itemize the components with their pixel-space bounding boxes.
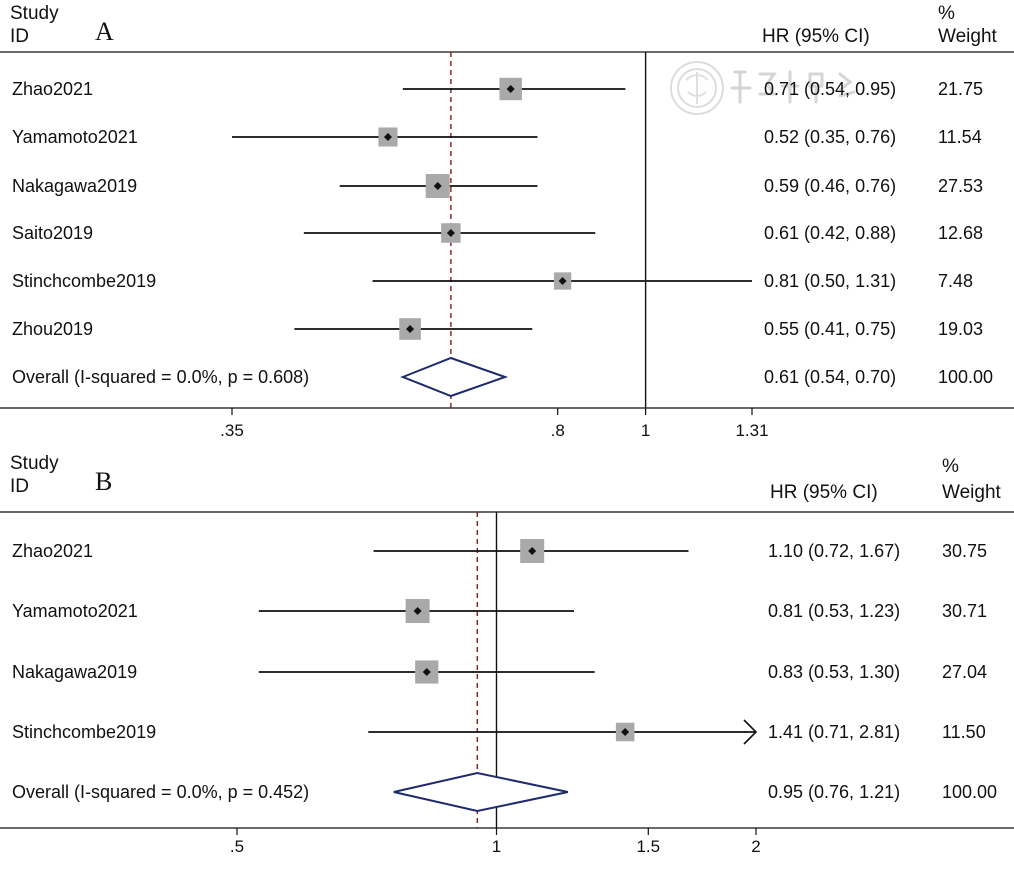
hr-header-b: HR (95% CI) <box>770 482 878 503</box>
weight-value: 12.68 <box>938 223 983 243</box>
x-tick-label: 1 <box>641 421 650 440</box>
panel-letter-a: A <box>95 17 114 46</box>
x-tick-label: 1.31 <box>735 421 768 440</box>
weight-header-a: Weight <box>938 26 998 47</box>
overall-label: Overall (I-squared = 0.0%, p = 0.452) <box>12 782 309 802</box>
weight-value: 21.75 <box>938 79 983 99</box>
panel-a-chart: .35 .8 1 1.31 Zhao2021 0.71 (0.54, 0.95) 21.75… <box>0 51 1014 440</box>
point-estimate <box>558 277 567 285</box>
hr-header-a: HR (95% CI) <box>762 26 870 47</box>
overall-hr-ci: 0.61 (0.54, 0.70) <box>764 367 896 387</box>
point-estimate <box>413 607 422 615</box>
id-header-a: ID <box>10 26 29 47</box>
study-label: Zhou2019 <box>12 319 93 339</box>
weight-header-b: Weight <box>942 482 1002 503</box>
watermark-seal <box>670 61 856 115</box>
weight-value: 30.71 <box>942 601 987 621</box>
weight-value: 27.04 <box>942 662 987 682</box>
hr-ci-value: 0.52 (0.35, 0.76) <box>764 127 896 147</box>
study-label: Stinchcombe2019 <box>12 722 156 742</box>
point-estimate <box>433 182 442 190</box>
weight-value: 30.75 <box>942 541 987 561</box>
point-estimate <box>506 85 515 93</box>
study-header-b: Study <box>10 453 59 474</box>
overall-hr-ci: 0.95 (0.76, 1.21) <box>768 782 900 802</box>
point-estimate <box>422 668 431 676</box>
point-estimate <box>621 728 630 736</box>
point-estimate <box>446 229 455 237</box>
overall-label: Overall (I-squared = 0.0%, p = 0.608) <box>12 367 309 387</box>
study-label: Saito2019 <box>12 223 93 243</box>
x-tick-label: 1 <box>492 837 501 856</box>
weight-value: 7.48 <box>938 271 973 291</box>
overall-weight: 100.00 <box>942 782 997 802</box>
hr-ci-value: 0.81 (0.50, 1.31) <box>764 271 896 291</box>
x-tick-label: 1.5 <box>636 837 660 856</box>
panel-b-chart: .5 1 1.5 2 Zhao2021 1.10 (0.72, 1.67) 30.75 Yam… <box>0 511 1014 856</box>
x-tick-label: .8 <box>551 421 565 440</box>
hr-ci-value: 0.83 (0.53, 1.30) <box>768 662 900 682</box>
x-tick-label: .35 <box>220 421 244 440</box>
hr-ci-value: 0.55 (0.41, 0.75) <box>764 319 896 339</box>
x-tick-label: 2 <box>751 837 760 856</box>
hr-ci-value: 0.81 (0.53, 1.23) <box>768 601 900 621</box>
x-tick-label: .5 <box>230 837 244 856</box>
pct-header-a: % <box>938 3 955 24</box>
overall-diamond <box>400 356 509 398</box>
panel-a-header: Study ID A HR (95% CI) % Weight <box>10 3 998 47</box>
study-label: Nakagawa2019 <box>12 662 137 682</box>
hr-ci-value: 1.10 (0.72, 1.67) <box>768 541 900 561</box>
overall-diamond <box>393 771 569 813</box>
point-estimate <box>406 325 415 333</box>
panel-b-header: Study ID B HR (95% CI) % Weight <box>10 453 1002 503</box>
study-label: Yamamoto2021 <box>12 601 138 621</box>
point-estimate <box>528 547 537 555</box>
hr-ci-value: 0.61 (0.42, 0.88) <box>764 223 896 243</box>
overall-weight: 100.00 <box>938 367 993 387</box>
pct-header-b: % <box>942 456 959 477</box>
hr-ci-value: 0.59 (0.46, 0.76) <box>764 176 896 196</box>
weight-value: 19.03 <box>938 319 983 339</box>
study-label: Zhao2021 <box>12 79 93 99</box>
hr-ci-value: 1.41 (0.71, 2.81) <box>768 722 900 742</box>
panel-letter-b: B <box>95 467 112 496</box>
id-header-b: ID <box>10 476 29 497</box>
weight-value: 11.54 <box>938 127 982 147</box>
hr-ci-value: 0.71 (0.54, 0.95) <box>764 79 896 99</box>
weight-value: 27.53 <box>938 176 983 196</box>
study-label: Stinchcombe2019 <box>12 271 156 291</box>
study-header-a: Study <box>10 3 59 24</box>
study-label: Zhao2021 <box>12 541 93 561</box>
ci-arrow <box>743 719 758 745</box>
study-label: Yamamoto2021 <box>12 127 138 147</box>
point-estimate <box>383 133 392 141</box>
weight-value: 11.50 <box>942 722 986 742</box>
study-label: Nakagawa2019 <box>12 176 137 196</box>
